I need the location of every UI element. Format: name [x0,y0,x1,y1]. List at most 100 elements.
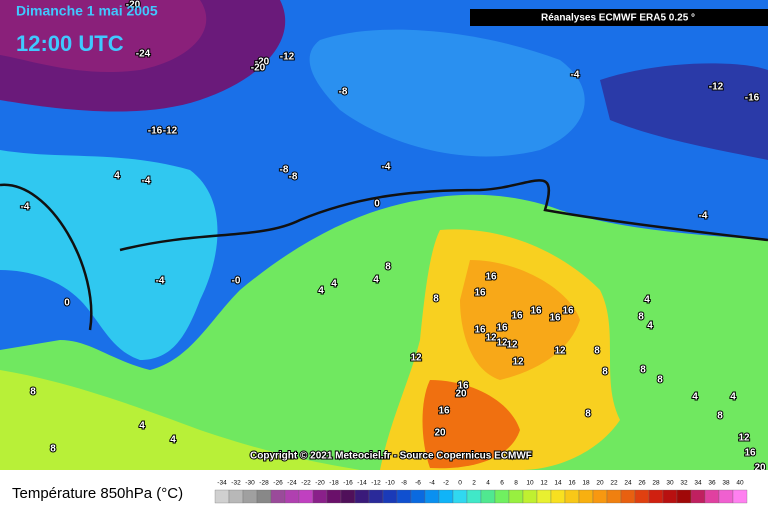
colorbar-label: 38 [722,480,730,487]
colorbar-swatch [648,489,664,504]
colorbar-swatch [494,489,510,504]
contour-label: -8 [280,165,289,176]
colorbar: -34 -32 -30 -28 -26 -24 -22 -20 -18 -16 -14 -12 -10-… [214,480,748,504]
contour-label: -0 [232,276,241,287]
colorbar-label: -6 [415,480,421,487]
colorbar-swatch [326,489,342,504]
colorbar-label: 12 [540,480,548,487]
colorbar-swatch [270,489,286,504]
colorbar-label: 18 [582,480,590,487]
contour-label: 8 [602,367,608,378]
contour-label: 16 [511,311,523,322]
colorbar-swatch [410,489,426,504]
contour-label: 16 [744,448,756,459]
colorbar-swatch [578,489,594,504]
colorbar-swatch [508,489,524,504]
colorbar-swatch [718,489,734,504]
colorbar-label: 20 [596,480,604,487]
colorbar-label: 26 [638,480,646,487]
colorbar-swatch [536,489,552,504]
colorbar-label: -10 [385,480,395,487]
colorbar-swatch [214,489,230,504]
copyright: Copyright © 2021 Meteociel.fr - Source C… [250,451,532,462]
colorbar-swatch [340,489,356,504]
contour-label: -12 [163,126,178,137]
colorbar-label: 6 [500,480,504,487]
contour-label: 4 [647,321,653,332]
colorbar-swatch [480,489,496,504]
colorbar-swatch [368,489,384,504]
contour-label: 4 [730,392,736,403]
colorbar-label: -26 [273,480,283,487]
hot-zone [422,380,520,469]
time: 12:00 UTC [16,31,124,56]
colorbar-label: -14 [357,480,367,487]
contour-label: 16 [438,406,450,417]
contour-label: -8 [289,172,298,183]
source: Réanalyses ECMWF ERA5 0.25 ° [541,13,695,24]
contour-label: 16 [562,306,574,317]
colorbar-swatch [592,489,608,504]
contour-label: 8 [594,346,600,357]
contour-label: 20 [434,428,446,439]
zero-isotherm [0,179,768,331]
contour-label: 16 [530,306,542,317]
warm-zone [460,260,580,380]
mild-zone [0,370,360,470]
colorbar-label: 16 [568,480,576,487]
colorbar-label: -24 [287,480,297,487]
colorbar-swatch [704,489,720,504]
contour-label: -12 [709,82,724,93]
contour-label: 12 [496,338,508,349]
contour-labels: -20-24-20 -12-20-8-16 -12-4-12-164 -4-4-8-8… [20,0,767,475]
colorbar-swatch [690,489,706,504]
colorbar-label: -18 [329,480,339,487]
contour-label: -20 [251,63,266,74]
colorbar-label: 2 [472,480,476,487]
colorbar-label: -32 [231,480,241,487]
contour-label: -20 [255,57,270,68]
colorbar-label: 40 [736,480,744,487]
contour-label: 4 [114,171,120,182]
colorbar-label: 14 [554,480,562,487]
contour-label: 4 [139,421,145,432]
contour-label: 4 [373,275,379,286]
colorbar-swatch [522,489,538,504]
contour-label: 16 [474,288,486,299]
very-cold-zone [0,0,207,73]
contour-label: 8 [657,375,663,386]
contour-label: 8 [30,387,36,398]
cool-zone [0,150,218,360]
colorbar-label: 36 [708,480,716,487]
contour-label: 8 [385,262,391,273]
legend-title: Température 850hPa (°C) [12,485,183,502]
contour-label: 12 [512,357,524,368]
colorbar-label: 28 [652,480,660,487]
contour-label: 8 [585,409,591,420]
colorbar-label: -22 [301,480,311,487]
contour-label: 4 [318,286,324,297]
colorbar-label: 0 [458,480,462,487]
colorbar-swatch [620,489,636,504]
contour-label: -4 [382,162,391,173]
date: Dimanche 1 mai 2005 [16,3,158,19]
contour-label: 16 [474,325,486,336]
colorbar-swatch [662,489,678,504]
cold-zone [600,63,768,160]
contour-label: 12 [485,333,497,344]
colorbar-swatch [634,489,650,504]
contour-label: 16 [485,272,497,283]
colorbar-label: 30 [666,480,674,487]
colorbar-swatch [676,489,692,504]
colorbar-label: -8 [401,480,407,487]
colorbar-swatch [256,489,272,504]
colorbar-label: -28 [259,480,269,487]
contour-label: 8 [640,365,646,376]
source-box [470,9,768,26]
contour-label: -16 [745,93,760,104]
contour-label: -4 [699,211,708,222]
contour-label: -8 [339,87,348,98]
contour-label: -4 [142,176,151,187]
contour-label: -4 [156,276,165,287]
contour-label: 8 [50,444,56,455]
